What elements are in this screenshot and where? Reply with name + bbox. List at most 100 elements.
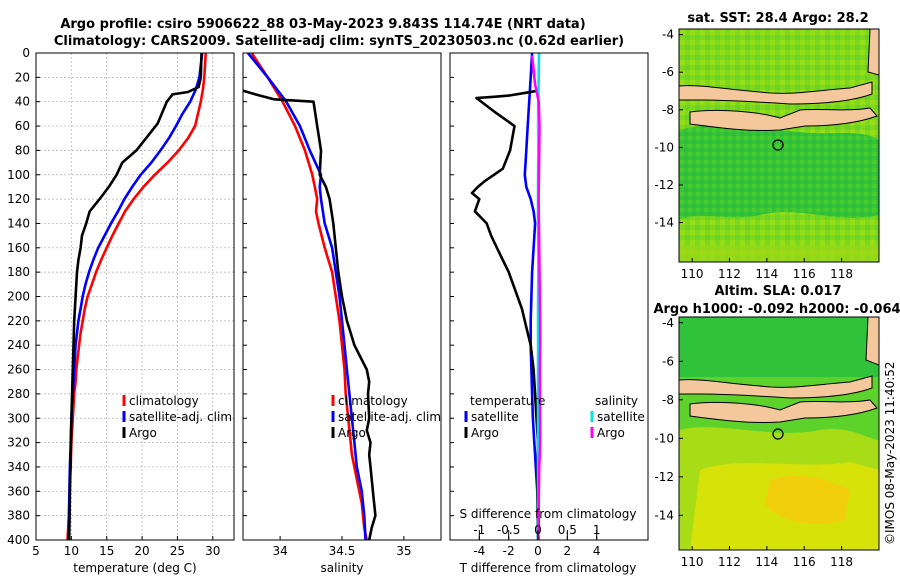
series-line-satellite-adj-clim [246, 53, 367, 540]
map-y-tick-label: -10 [654, 431, 674, 445]
legend-label-s-argo: Argo [597, 426, 625, 440]
land-java [679, 375, 873, 399]
x-top-tick-label: -0.5 [497, 523, 520, 537]
legend-label-climatology: climatology [129, 394, 199, 408]
map-x-tick-label: 116 [793, 555, 816, 569]
series-line-argo [243, 89, 377, 540]
map-y-tick-label: -10 [654, 140, 674, 154]
legend-label-climatology: climatology [338, 394, 408, 408]
y-tick-label: 160 [7, 241, 30, 255]
series-line-t-argo [470, 89, 540, 540]
sst-map-panel: sat. SST: 28.4 Argo: 28.2 110 112 114 116 11… [654, 11, 880, 281]
x-tick-label: 5 [32, 544, 40, 558]
sst-warm-south [679, 245, 879, 262]
x-top-tick-label: 0.5 [558, 523, 577, 537]
sst-map-field [679, 29, 879, 262]
y-tick-label: 0 [22, 46, 30, 60]
difference-series [470, 53, 542, 540]
x-top-tick-label: 1 [593, 523, 601, 537]
difference-plot-area [450, 53, 648, 540]
y-tick-label: 280 [7, 387, 30, 401]
x-tick-label: 0 [534, 544, 542, 558]
x-top-tick-label: 0 [534, 523, 542, 537]
map-x-tick-label: 112 [718, 555, 741, 569]
map-y-tick-label: -14 [654, 508, 674, 522]
series-line-s-argo [530, 55, 542, 540]
sst-map-title: sat. SST: 28.4 Argo: 28.2 [687, 11, 868, 26]
x-tick-label: 2 [564, 544, 572, 558]
y-tick-label: 380 [7, 509, 30, 523]
map-y-tick-label: -12 [654, 178, 674, 192]
difference-xlabel-bottom: T difference from climatology [459, 561, 637, 575]
y-tick-label: 220 [7, 314, 30, 328]
y-tick-label: 180 [7, 265, 30, 279]
temperature-legend: climatology satellite-adj. clim Argo [122, 394, 232, 440]
sst-cool-band [679, 125, 879, 220]
sla-map-frame [678, 316, 880, 551]
y-tick-label: 120 [7, 192, 30, 206]
legend-label-satellite: satellite-adj. clim [338, 410, 441, 424]
difference-ticks: -4 -2 0 2 4 -1 -0.5 0 0.5 1 [450, 52, 601, 558]
map-y-tick-label: -6 [662, 65, 674, 79]
y-tick-label: 300 [7, 411, 30, 425]
x-tick-label: -2 [503, 544, 515, 558]
y-tick-label: 360 [7, 484, 30, 498]
y-tick-label: 20 [15, 70, 30, 84]
figure-title-line-2: Climatology: CARS2009. Satellite-adj cli… [54, 34, 624, 49]
figure-title-line-1: Argo profile: csiro 5906622_88 03-May-20… [60, 17, 585, 32]
sla-map-subtitle: Argo h1000: -0.092 h2000: -0.064 [653, 302, 900, 317]
map-x-tick-label: 116 [793, 267, 816, 281]
salinity-xlabel: salinity [320, 561, 363, 575]
temperature-ticks: 5 10 15 20 25 3002040608010012014016018020022… [7, 46, 220, 558]
legend-label-argo: Argo [338, 426, 366, 440]
sla-map-panel: Altim. SLA: 0.017 Argo h1000: -0.092 h20… [653, 284, 900, 569]
land-lesser-sunda [689, 107, 878, 132]
sla-map-field [679, 317, 879, 550]
legend-label-s-satellite: satellite [597, 410, 645, 424]
x-tick-label: 34 [272, 544, 287, 558]
imos-credit: ©IMOS 08-May-2023 11:40:52 [883, 361, 897, 545]
temperature-series [66, 53, 207, 540]
map-y-tick-label: -6 [662, 354, 674, 368]
y-tick-label: 100 [7, 168, 30, 182]
x-top-tick-label: -1 [473, 523, 485, 537]
sst-map-frame [678, 28, 880, 263]
legend-title-temperature: temperature [470, 394, 545, 408]
x-tick-label: 10 [64, 544, 79, 558]
land-north-east [867, 29, 879, 76]
x-tick-label: 30 [205, 544, 220, 558]
y-tick-label: 260 [7, 363, 30, 377]
salinity-panel: 34 34.5 35 salinity climatology satellite-… [242, 52, 442, 575]
difference-legend: temperature satellite Argo salinity sate… [464, 394, 645, 440]
sla-map-title: Altim. SLA: 0.017 [715, 284, 842, 299]
salinity-ticks: 34 34.5 35 [243, 52, 412, 558]
sst-argo-marker [772, 139, 784, 151]
map-x-tick-label: 114 [755, 555, 778, 569]
difference-xlabel-top: S difference from climatology [460, 507, 637, 521]
x-tick-label: 15 [99, 544, 114, 558]
series-line-climatology [250, 53, 369, 540]
legend-label-argo: Argo [129, 426, 157, 440]
y-tick-label: 320 [7, 436, 30, 450]
map-y-tick-label: -8 [662, 103, 674, 117]
legend-title-salinity: salinity [595, 394, 638, 408]
land-java [679, 81, 873, 105]
map-y-tick-label: -4 [662, 28, 674, 42]
y-tick-label: 80 [15, 143, 30, 157]
x-tick-label: 4 [593, 544, 601, 558]
series-line-argo [67, 53, 203, 540]
x-tick-label: -4 [473, 544, 485, 558]
x-tick-label: 20 [134, 544, 149, 558]
sla-argo-marker [772, 428, 784, 440]
sla-south-max [765, 475, 850, 525]
x-tick-label: 34.5 [329, 544, 356, 558]
temperature-panel: 5 10 15 20 25 3002040608010012014016018020022… [7, 46, 235, 575]
sst-map-ticks: 110 112 114 116 118 -4 -6 -8 -10 -12 -14 [654, 28, 853, 281]
temperature-xlabel: temperature (deg C) [73, 561, 196, 575]
x-tick-label: 35 [396, 544, 411, 558]
sla-map-ticks: 110 112 114 116 118 -4 -6 -8 -10 -12 -14 [654, 316, 853, 569]
map-y-tick-label: -4 [662, 316, 674, 330]
y-tick-label: 40 [15, 95, 30, 109]
y-tick-label: 200 [7, 290, 30, 304]
